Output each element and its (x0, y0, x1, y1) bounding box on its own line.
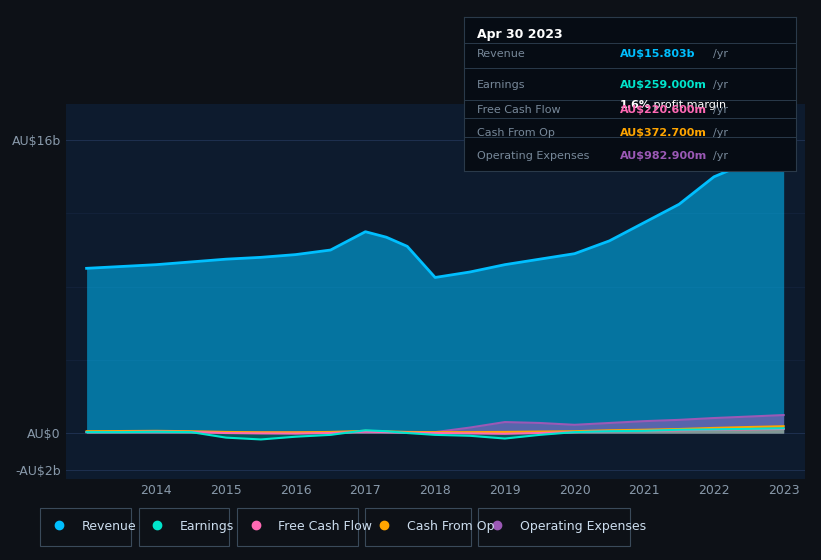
Text: Operating Expenses: Operating Expenses (477, 151, 589, 161)
Text: /yr: /yr (713, 105, 728, 115)
Text: Earnings: Earnings (180, 520, 234, 533)
Text: Cash From Op: Cash From Op (406, 520, 494, 533)
Text: AU$372.700m: AU$372.700m (620, 128, 707, 138)
Text: Cash From Op: Cash From Op (477, 128, 555, 138)
Text: /yr: /yr (713, 49, 728, 59)
Text: Revenue: Revenue (477, 49, 526, 59)
Text: Free Cash Flow: Free Cash Flow (477, 105, 561, 115)
Text: 1.6%: 1.6% (620, 100, 651, 110)
Text: Apr 30 2023: Apr 30 2023 (477, 27, 562, 40)
Text: /yr: /yr (713, 80, 728, 90)
Text: /yr: /yr (713, 128, 728, 138)
Text: Operating Expenses: Operating Expenses (520, 520, 646, 533)
Text: AU$220.600m: AU$220.600m (620, 105, 707, 115)
Text: profit margin: profit margin (650, 100, 727, 110)
Text: /yr: /yr (713, 151, 728, 161)
Text: Earnings: Earnings (477, 80, 525, 90)
Text: AU$15.803b: AU$15.803b (620, 49, 695, 59)
Text: AU$259.000m: AU$259.000m (620, 80, 707, 90)
Text: AU$982.900m: AU$982.900m (620, 151, 708, 161)
Text: Revenue: Revenue (82, 520, 136, 533)
Text: Free Cash Flow: Free Cash Flow (278, 520, 372, 533)
